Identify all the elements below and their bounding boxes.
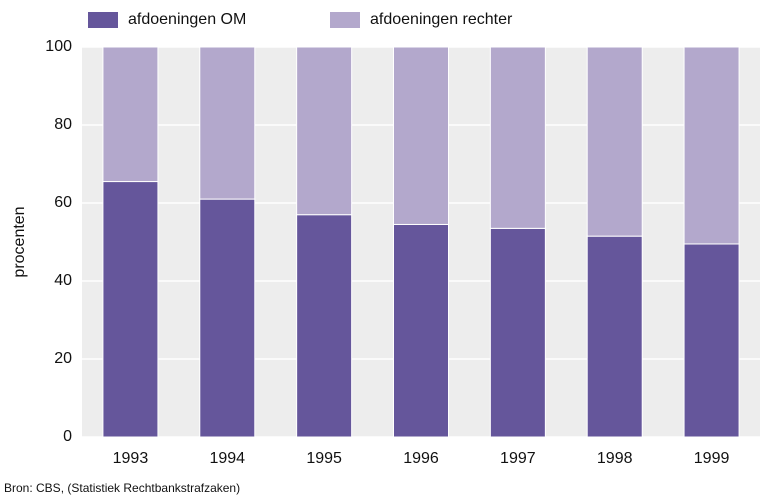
bar-segment — [489, 46, 546, 229]
y-tick-label: 60 — [54, 194, 72, 211]
bar-segment — [586, 46, 643, 237]
x-tick-label: 1994 — [209, 450, 245, 467]
bar-segment — [199, 46, 256, 200]
y-axis-label: procenten — [11, 206, 28, 277]
legend-swatch — [88, 12, 118, 28]
source: Bron: CBS, (Statistiek Rechtbankstrafzak… — [4, 481, 240, 495]
y-tick-label: 20 — [54, 350, 72, 367]
y-tick-label: 0 — [63, 428, 72, 445]
y-tick-label: 100 — [45, 38, 72, 55]
bar-segment — [393, 46, 449, 225]
legend-label: afdoeningen OM — [128, 11, 246, 28]
bar-segment — [489, 227, 546, 438]
bar-segment — [683, 243, 740, 438]
x-tick-label: 1996 — [403, 450, 439, 467]
bar-segment — [296, 46, 353, 216]
x-tick-label: 1997 — [500, 450, 536, 467]
x-tick-label: 1993 — [113, 450, 149, 467]
y-tick-label: 80 — [54, 116, 72, 133]
x-tick-label: 1998 — [597, 450, 633, 467]
legend-label: afdoeningen rechter — [370, 11, 513, 28]
bar-segment — [393, 223, 449, 438]
x-tick-label: 1999 — [694, 450, 730, 467]
bar-segment — [199, 198, 256, 438]
y-tick-label: 40 — [54, 272, 72, 289]
bar-segment — [683, 46, 740, 245]
bar-segment — [102, 46, 159, 183]
legend-swatch — [330, 12, 360, 28]
x-tick-label: 1995 — [306, 450, 342, 467]
bar-segment — [296, 214, 353, 438]
bar-segment — [102, 181, 159, 438]
bar-segment — [586, 235, 643, 438]
